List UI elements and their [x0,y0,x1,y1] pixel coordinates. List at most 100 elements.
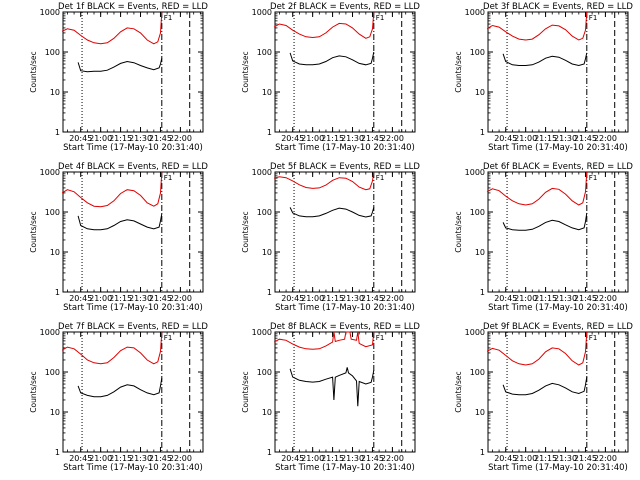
lld-series-line [273,171,375,191]
panel-det-1: Det 1f BLACK = Events, RED = LLD 1 10 100 10… [29,2,208,153]
x-axis-label: Start Time (17-May-10 20:31:40) [488,143,628,153]
x-tick-label: 21:30 [341,454,364,463]
x-axis-label: Start Time (17-May-10 20:31:40) [63,463,203,473]
x-tick-label: 22:00 [169,134,192,143]
x-tick-label: 21:30 [554,454,577,463]
x-tick-label: 21:00 [89,294,112,303]
y-tick-label: 1 [267,288,272,297]
y-axis-label: Counts/sec [454,51,463,92]
y-tick-label: 10 [475,248,485,257]
y-tick-label: 100 [257,368,272,377]
plot-frame [274,171,416,293]
panel-det-2: Det 2f BLACK = Events, RED = LLD 1 10 100 10… [241,2,420,153]
y-axis-label: Counts/sec [29,51,38,92]
lld-series-line [486,331,588,366]
x-tick-label: 22:00 [169,294,192,303]
y-tick-label: 1 [55,448,60,457]
lld-series-line [273,331,375,350]
y-tick-label: 10 [50,408,60,417]
x-tick-label: 21:30 [129,134,152,143]
x-tick-label: 22:00 [594,134,617,143]
flag-label: F1 [164,174,172,182]
y-axis-label: Counts/sec [241,371,250,412]
y-tick-label: 10 [475,408,485,417]
panel-title: Det 2f BLACK = Events, RED = LLD [270,2,420,12]
x-axis-label: Start Time (17-May-10 20:31:40) [275,143,415,153]
x-tick-label: 21:45 [574,134,597,143]
x-tick-label: 21:45 [149,294,172,303]
x-tick-label: 21:30 [554,134,577,143]
x-tick-label: 21:30 [129,294,152,303]
x-tick-label: 20:45 [494,454,517,463]
y-tick-label: 1 [55,288,60,297]
x-tick-label: 21:00 [514,294,537,303]
x-tick-label: 21:45 [361,134,384,143]
x-tick-label: 21:00 [301,134,324,143]
y-tick-label: 10 [475,88,485,97]
lld-series-line [61,11,163,45]
events-series-line [502,52,588,67]
events-series-line [289,367,375,407]
plot-frame [487,11,629,133]
x-tick-label: 20:45 [69,134,92,143]
x-axis-label: Start Time (17-May-10 20:31:40) [488,463,628,473]
flag-label: F1 [589,334,597,342]
x-tick-label: 21:45 [361,294,384,303]
y-tick-label: 1000 [40,328,60,337]
flag-label: F1 [376,174,384,182]
y-axis-label: Counts/sec [241,51,250,92]
x-tick-label: 21:15 [534,454,557,463]
x-tick-label: 21:45 [149,134,172,143]
x-tick-label: 20:45 [494,294,517,303]
x-tick-label: 22:00 [381,134,404,143]
x-tick-label: 20:45 [69,294,92,303]
y-axis-label: Counts/sec [454,371,463,412]
x-tick-label: 21:15 [534,134,557,143]
panel-title: Det 9f BLACK = Events, RED = LLD [483,322,633,332]
x-tick-label: 21:30 [554,294,577,303]
events-series-line [289,51,375,66]
y-tick-label: 100 [45,208,60,217]
x-tick-label: 21:00 [514,454,537,463]
y-axis-label: Counts/sec [29,371,38,412]
flag-label: F1 [164,334,172,342]
y-tick-label: 1000 [252,8,272,17]
y-tick-label: 1000 [40,8,60,17]
flag-label: F1 [376,14,384,22]
panel-title: Det 4f BLACK = Events, RED = LLD [58,162,208,172]
x-tick-label: 21:00 [514,134,537,143]
y-axis-label: Counts/sec [454,211,463,252]
panel-det-9: Det 9f BLACK = Events, RED = LLD 1 10 100 10… [454,322,633,473]
lld-series-line [61,331,163,365]
panel-det-7: Det 7f BLACK = Events, RED = LLD 1 10 100 10… [29,322,208,473]
x-axis-label: Start Time (17-May-10 20:31:40) [63,303,203,313]
events-series-line [289,207,375,218]
panel-det-5: Det 5f BLACK = Events, RED = LLD 1 10 100 10… [241,162,420,313]
y-tick-label: 100 [257,48,272,57]
y-tick-label: 100 [257,208,272,217]
x-tick-label: 21:30 [341,294,364,303]
x-tick-label: 21:15 [534,294,557,303]
x-axis-label: Start Time (17-May-10 20:31:40) [63,143,203,153]
flag-label: F1 [589,14,597,22]
plot-frame [487,331,629,453]
flag-label: F1 [589,174,597,182]
y-tick-label: 1 [267,128,272,137]
x-axis-label: Start Time (17-May-10 20:31:40) [275,463,415,473]
plot-frame [62,171,204,293]
y-tick-label: 10 [262,88,272,97]
plot-frame [487,171,629,293]
y-tick-label: 1000 [465,168,485,177]
x-tick-label: 21:30 [341,134,364,143]
x-tick-label: 22:00 [169,454,192,463]
plot-frame [274,331,416,453]
x-tick-label: 21:15 [321,454,344,463]
flag-label: F1 [376,334,384,342]
x-tick-label: 21:15 [109,134,132,143]
x-tick-label: 21:15 [109,454,132,463]
x-tick-label: 21:15 [109,294,132,303]
y-tick-label: 1 [480,448,485,457]
x-tick-label: 20:45 [281,294,304,303]
flag-label: F1 [164,14,172,22]
